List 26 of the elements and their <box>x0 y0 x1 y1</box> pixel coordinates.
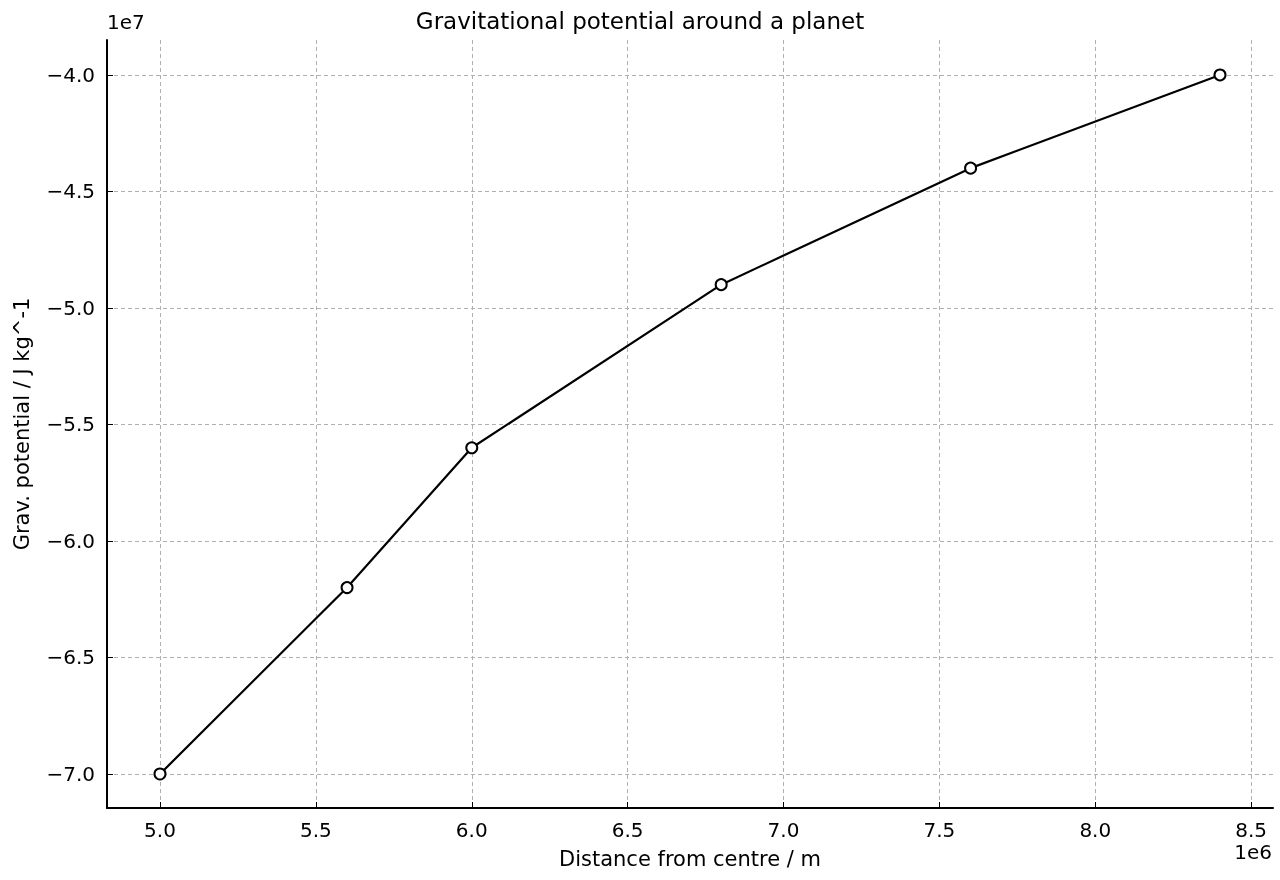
x-tick-label: 6.0 <box>455 818 488 842</box>
text: 1e6 <box>1234 840 1273 864</box>
point <box>714 278 728 292</box>
point <box>340 581 354 595</box>
y-axis-title: Grav. potential / J kg^-1 <box>9 297 34 551</box>
y-tick-label: −6.5 <box>46 645 95 670</box>
x-tick-label: 8.0 <box>1079 818 1112 842</box>
y-tick-label: −5.5 <box>46 412 95 437</box>
point <box>153 767 167 781</box>
y-tick-label: −7.0 <box>46 761 95 786</box>
y-tick-label: −4.5 <box>46 179 95 204</box>
x-tick-label: 5.5 <box>299 818 332 842</box>
x-tick-label: 5.0 <box>144 818 176 842</box>
x-tick-label: 7.0 <box>767 818 800 842</box>
point <box>465 441 479 455</box>
y-tick-label: −5.0 <box>46 295 95 320</box>
chart-title: Gravitational potential around a planet <box>415 7 865 34</box>
point <box>964 161 978 175</box>
x-tick-label: 7.5 <box>923 818 956 842</box>
point <box>1213 68 1227 82</box>
x-tick-label: 8.5 <box>1235 818 1268 842</box>
x-tick-label: 6.5 <box>611 818 644 842</box>
text: 1e7 <box>107 10 145 34</box>
y-tick-label: −6.0 <box>46 528 95 553</box>
x-axis-title: Distance from centre / m <box>558 846 822 871</box>
y-tick-label: −4.0 <box>46 62 95 87</box>
